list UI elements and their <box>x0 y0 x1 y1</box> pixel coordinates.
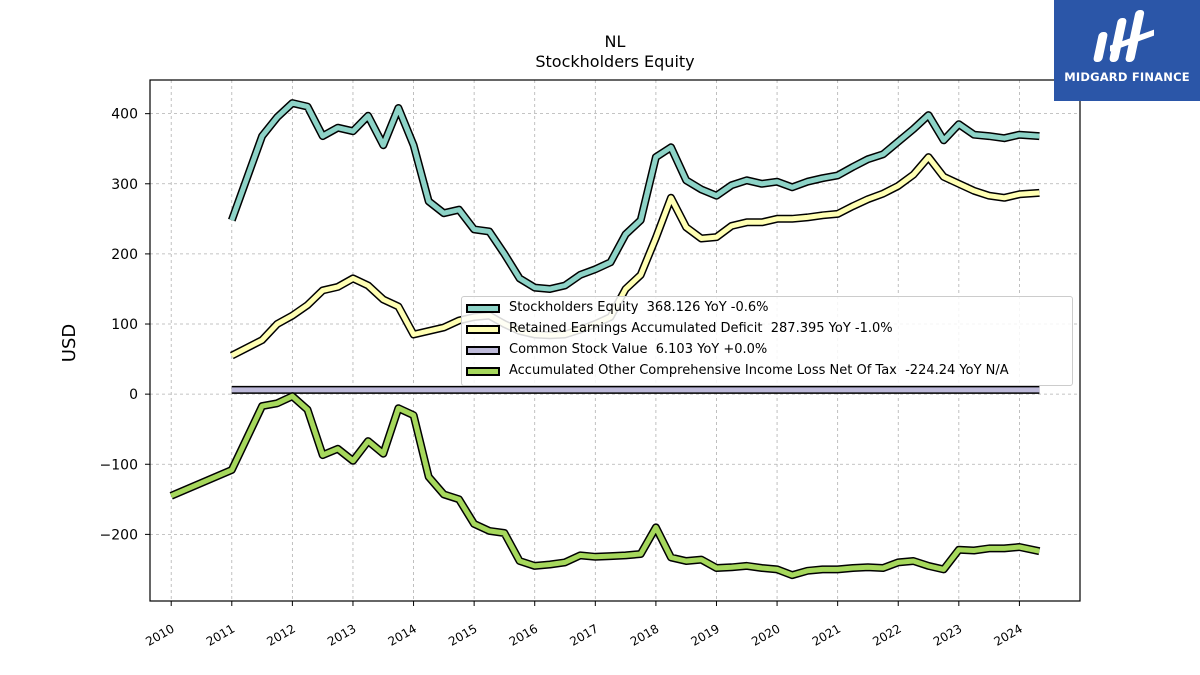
series-line-stockholders-equity <box>229 100 1040 292</box>
x-tick-label: 2018 <box>628 621 661 648</box>
y-axis-label: USD <box>59 324 80 362</box>
y-tick-label: 200 <box>111 247 138 263</box>
legend-item: Stockholders Equity 368.126 YoY -0.6% <box>464 299 1070 319</box>
x-tick-label: 2013 <box>325 621 358 648</box>
legend-item: Accumulated Other Comprehensive Income L… <box>464 362 1070 382</box>
brand-name: MIDGARD FINANCE <box>1064 70 1190 84</box>
chart-subtitle: Stockholders Equity <box>535 52 695 71</box>
y-tick-label: 100 <box>111 317 138 333</box>
series-group <box>169 99 1041 580</box>
brand-logo: MIDGARD FINANCE <box>1054 0 1200 101</box>
x-tick-label: 2016 <box>507 621 540 648</box>
x-tick-label: 2021 <box>810 621 843 648</box>
legend-label: Stockholders Equity 368.126 YoY -0.6% <box>509 300 769 315</box>
legend-item: Retained Earnings Accumulated Deficit 28… <box>464 320 1070 340</box>
legend-swatch <box>466 304 500 313</box>
x-tick-label: 2022 <box>870 621 903 648</box>
x-tick-label: 2011 <box>204 621 237 648</box>
y-tick-label: −100 <box>100 457 138 473</box>
y-tick-label: −200 <box>100 527 138 543</box>
y-tick-label: 300 <box>111 177 138 193</box>
legend-label: Accumulated Other Comprehensive Income L… <box>509 363 1009 378</box>
legend-item: Common Stock Value 6.103 YoY +0.0% <box>464 341 1070 361</box>
chart-title: NL <box>604 32 626 51</box>
x-tick-label: 2010 <box>143 621 176 648</box>
x-tick-label: 2017 <box>567 621 600 648</box>
x-tick-label: 2020 <box>749 621 782 648</box>
plot-frame <box>149 79 1081 602</box>
x-tick-label: 2015 <box>446 621 479 648</box>
y-tick-label: 0 <box>129 387 138 403</box>
x-tick-label: 2014 <box>386 621 419 648</box>
legend-label: Common Stock Value 6.103 YoY +0.0% <box>509 342 768 357</box>
legend-swatch <box>466 325 500 334</box>
series-line-accumulated-other-comprehensive-income-loss-net-of-tax <box>170 393 1040 578</box>
midgard-logo-icon <box>1093 10 1154 62</box>
series-outline-accumulated-other-comprehensive-income-loss-net-of-tax <box>169 392 1041 580</box>
x-tick-label: 2012 <box>264 621 297 648</box>
legend-swatch <box>466 367 500 376</box>
legend: Stockholders Equity 368.126 YoY -0.6% Ret… <box>461 296 1073 386</box>
x-tick-label: 2024 <box>991 621 1024 648</box>
series-line-retained-earnings-accumulated-deficit <box>230 154 1040 358</box>
legend-swatch <box>466 346 500 355</box>
y-tick-label: 400 <box>111 107 138 123</box>
legend-label: Retained Earnings Accumulated Deficit 28… <box>509 321 893 336</box>
x-tick-label: 2019 <box>689 621 722 648</box>
x-tick-label: 2023 <box>931 621 964 648</box>
